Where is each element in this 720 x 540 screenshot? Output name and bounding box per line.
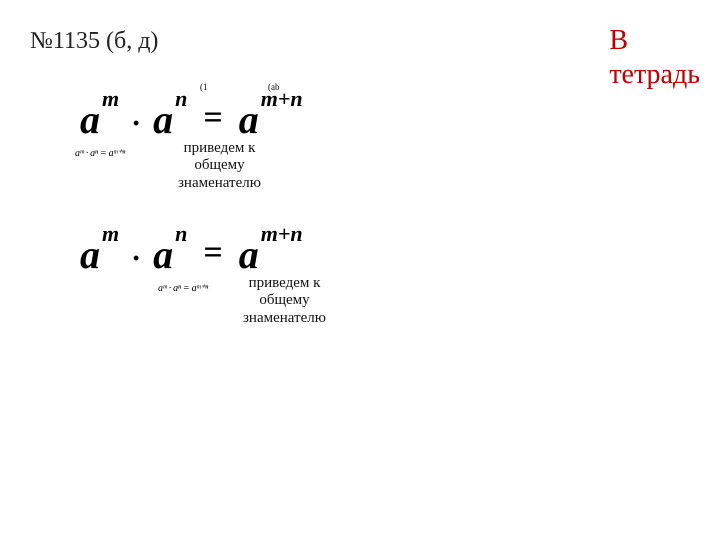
formula-2-exp-1: m <box>102 221 119 247</box>
formula-2-result: a m+n <box>239 235 303 275</box>
fragment-2-l2: общему <box>243 292 326 309</box>
fragment-1: приведем к общему знаменателю <box>178 140 261 192</box>
fragment-2-l1: приведем к <box>243 275 326 292</box>
formula-1-exp-2: n <box>175 86 187 112</box>
formula-2-base-r: a <box>239 235 259 275</box>
fragment-1-l2: общему <box>178 157 261 174</box>
formula-2-exp-2: n <box>175 221 187 247</box>
formula-2-term-2: a n <box>153 235 187 275</box>
formula-2-exp-r: m+n <box>261 221 303 247</box>
callout-line1: В <box>609 24 700 58</box>
formula-2: a m · a n = a m+n <box>80 235 303 275</box>
mini-formula-1: aᵐ · aⁿ = aᵐ⁺ⁿ <box>75 148 125 159</box>
fragment-2: приведем к общему знаменателю <box>243 275 326 327</box>
formula-1-term-2: a n <box>153 100 187 140</box>
fragment-1-l3: знаменателю <box>178 175 261 192</box>
formula-1-result: a m+n <box>239 100 303 140</box>
fragment-1-l1: приведем к <box>178 140 261 157</box>
callout: В тетрадь <box>609 24 700 91</box>
mini-formula-2: aᵐ · aⁿ = aᵐ⁺ⁿ <box>158 283 208 294</box>
formula-1-base-1: a <box>80 100 100 140</box>
formula-1-dot: · <box>125 107 147 141</box>
formula-1: a m · a n = a m+n <box>80 100 303 140</box>
page-title: №1135 (б, д) <box>30 28 158 55</box>
formula-1-exp-r: m+n <box>261 86 303 112</box>
formula-1-base-2: a <box>153 100 173 140</box>
formula-2-term-1: a m <box>80 235 119 275</box>
formula-1-equals: = <box>193 99 232 137</box>
formula-1-term-1: a m <box>80 100 119 140</box>
formula-2-base-1: a <box>80 235 100 275</box>
formula-2-base-2: a <box>153 235 173 275</box>
hint-1-left: (1 <box>200 82 208 92</box>
formula-2-dot: · <box>125 242 147 276</box>
formula-2-equals: = <box>193 234 232 272</box>
formula-1-exp-1: m <box>102 86 119 112</box>
fragment-2-l3: знаменателю <box>243 310 326 327</box>
callout-line2: тетрадь <box>609 58 700 92</box>
formula-1-base-r: a <box>239 100 259 140</box>
